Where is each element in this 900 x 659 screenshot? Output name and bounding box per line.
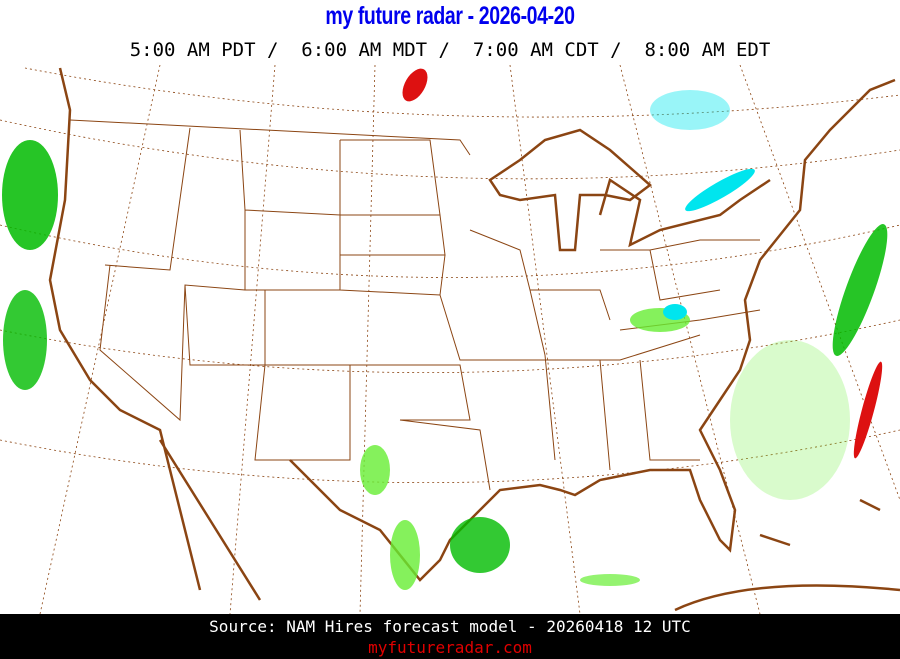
- graticule: [0, 65, 900, 614]
- precipitation: [2, 68, 888, 590]
- radar-map: [0, 65, 900, 614]
- footer: Source: NAM Hires forecast model - 20260…: [0, 614, 900, 659]
- source-text: Source: NAM Hires forecast model - 20260…: [209, 617, 691, 636]
- page-title: my future radar - 2026-04-20: [325, 2, 575, 30]
- site-link[interactable]: myfutureradar.com: [368, 638, 532, 657]
- valid-times: 5:00 AM PDT / 6:00 AM MDT / 7:00 AM CDT …: [129, 39, 771, 61]
